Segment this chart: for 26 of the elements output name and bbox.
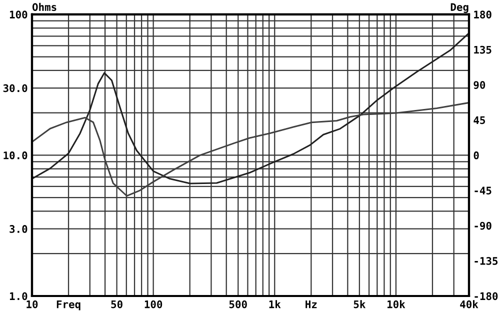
- x-tick-label: 1k: [269, 300, 281, 308]
- y-axis-title: Ohms: [32, 2, 56, 11]
- y-tick-label: 1.0: [10, 292, 28, 300]
- y2-tick-label: -90: [474, 222, 492, 230]
- x-tick-label: Freq: [56, 300, 80, 310]
- y-tick-label: 100: [10, 10, 28, 19]
- x-tick-label: 10: [26, 300, 38, 308]
- y2-tick-label: -45: [474, 186, 492, 195]
- x-tick-label: 50: [111, 300, 122, 308]
- y-tick-label: 3.0: [10, 225, 28, 233]
- x-tick-label: 500: [229, 300, 247, 308]
- x-tick-label: 100: [144, 300, 162, 308]
- y-tick-label: 10.0: [4, 151, 28, 160]
- y2-tick-label: -135: [474, 257, 498, 265]
- x-tick-label: 5k: [354, 300, 366, 308]
- y2-tick-label: 45: [474, 116, 486, 124]
- y-tick-label: 30.0: [3, 84, 28, 92]
- y2-tick-label: 0: [474, 151, 479, 160]
- y2-tick-label: 90: [474, 81, 486, 89]
- y2-tick-label: 180: [474, 10, 492, 19]
- x-tick-label: Hz: [306, 300, 317, 308]
- y2-tick-label: 135: [474, 46, 492, 54]
- y2-tick-label: -180: [474, 292, 498, 300]
- y2-axis-title: Deg: [450, 3, 468, 13]
- x-tick-label: 10k: [388, 300, 406, 308]
- x-tick-label: 40k: [460, 300, 478, 308]
